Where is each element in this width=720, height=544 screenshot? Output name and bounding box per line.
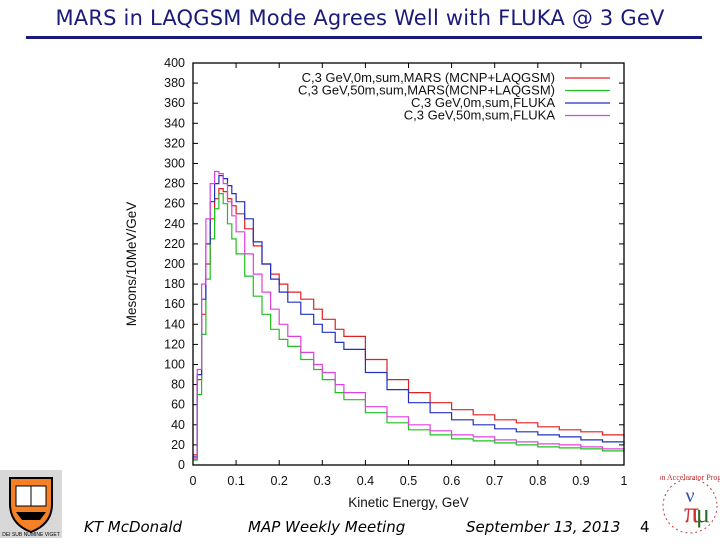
y-tick-label: 100	[164, 358, 185, 372]
x-tick-label: 0.5	[400, 474, 417, 488]
y-tick-label: 300	[164, 157, 185, 171]
chart-legend: C,3 GeV,0m,sum,MARS (MCNP+LAQGSM)C,3 GeV…	[298, 70, 610, 123]
x-tick-label: 0.8	[529, 474, 546, 488]
series-line-3	[193, 175, 625, 458]
x-tick-label: 0.7	[486, 474, 503, 488]
page-number: 4	[640, 518, 650, 536]
legend-label: C,3 GeV,50m,sum,FLUKA	[404, 108, 556, 123]
series-line-4	[193, 170, 625, 460]
footer-meeting: MAP Weekly Meeting	[248, 518, 406, 536]
svg-text:DEI SUB NUMINE VIGET: DEI SUB NUMINE VIGET	[2, 532, 60, 538]
y-tick-label: 0	[178, 458, 185, 472]
x-tick-label: 0.4	[357, 474, 374, 488]
x-tick-label: 0.6	[443, 474, 460, 488]
series-line-1	[193, 188, 625, 456]
y-tick-label: 260	[164, 197, 185, 211]
x-axis-label: Kinetic Energy, GeV	[348, 495, 469, 510]
y-tick-label: 380	[164, 76, 185, 90]
y-tick-label: 140	[164, 317, 185, 331]
y-tick-label: 60	[171, 398, 185, 412]
princeton-logo: DEI SUB NUMINE VIGET	[0, 470, 62, 538]
title-divider	[26, 36, 702, 39]
legend-label: C,3 GeV,0m,sum,MARS (MCNP+LAQGSM)	[302, 70, 555, 85]
legend-label: C,3 GeV,0m,sum,FLUKA	[411, 95, 555, 110]
svg-text:ν: ν	[685, 485, 694, 507]
footer-author: KT McDonald	[84, 518, 183, 536]
y-tick-label: 40	[171, 418, 185, 432]
y-tick-label: 220	[164, 237, 185, 251]
chart-series	[193, 170, 625, 461]
y-tick-label: 20	[171, 438, 185, 452]
y-tick-label: 320	[164, 136, 185, 150]
y-tick-label: 120	[164, 337, 185, 351]
chart-axis-labels: Kinetic Energy, GeV Mesons/10MeV/GeV	[124, 202, 469, 510]
svg-text:Muon Accelerator Program: Muon Accelerator Program	[660, 473, 720, 482]
svg-text:μ: μ	[696, 499, 710, 528]
x-tick-label: 0	[190, 474, 197, 488]
x-tick-label: 0.9	[572, 474, 589, 488]
y-axis-label: Mesons/10MeV/GeV	[124, 202, 139, 327]
x-tick-label: 1	[621, 474, 628, 488]
y-tick-label: 280	[164, 177, 185, 191]
plot-frame	[192, 62, 625, 466]
y-tick-label: 340	[164, 116, 185, 130]
series-line-2	[193, 193, 625, 461]
footer-date: September 13, 2013	[466, 518, 621, 536]
slide-title: MARS in LAQGSM Mode Agrees Well with FLU…	[55, 6, 665, 30]
y-tick-label: 160	[164, 297, 185, 311]
y-tick-label: 240	[164, 217, 185, 231]
y-tick-label: 360	[164, 96, 185, 110]
y-tick-label: 400	[164, 56, 185, 70]
x-tick-label: 0.3	[314, 474, 331, 488]
x-tick-label: 0.1	[227, 474, 244, 488]
y-tick-label: 180	[164, 277, 185, 291]
x-tick-label: 0.2	[271, 474, 288, 488]
y-tick-label: 200	[164, 257, 185, 271]
legend-label: C,3 GeV,50m,sum,MARS(MCNP+LAQGSM)	[298, 83, 555, 98]
map-logo: Muon Accelerator Program π μ ν	[646, 462, 720, 540]
y-tick-label: 80	[171, 378, 185, 392]
chart-ticks: 0 20 40 60 80 100 120 140 160 180 200 220 240 260 280 3…	[164, 56, 627, 488]
svg-text:π: π	[684, 496, 699, 529]
